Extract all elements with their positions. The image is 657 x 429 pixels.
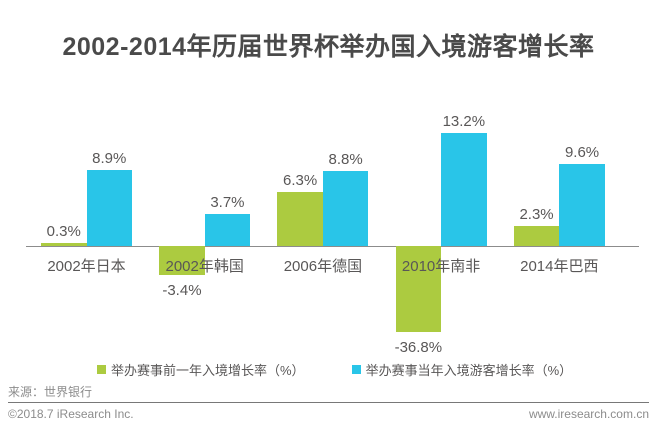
bar-event-year-0 — [86, 169, 132, 246]
value-label-event-year-4: 9.6% — [564, 143, 600, 161]
legend-label-event-year: 举办赛事当年入境游客增长率（%） — [365, 363, 573, 378]
legend-label-prev-year: 举办赛事前一年入境增长率（%） — [111, 363, 305, 378]
value-label-event-year-3: 13.2% — [442, 113, 486, 131]
bar-event-year-3 — [441, 133, 487, 246]
value-label-prev-year-0: 0.3% — [46, 223, 81, 241]
value-label-prev-year-3: -36.8% — [394, 339, 443, 356]
bar-prev-year-4 — [513, 226, 560, 246]
chart-title: 2002-2014年历届世界杯举办国入境游客增长率 — [62, 33, 595, 61]
footer-divider — [8, 402, 649, 403]
bar-event-year-4 — [559, 163, 605, 246]
source-note: 来源：世界银行 — [8, 385, 93, 399]
legend-item-prev-year: 举办赛事前一年入境增长率（%） — [97, 360, 305, 379]
legend-swatch-green — [97, 365, 106, 374]
value-label-prev-year-4: 2.3% — [519, 206, 554, 224]
bar-event-year-1 — [204, 214, 251, 246]
legend-item-event-year: 举办赛事当年入境游客增长率（%） — [351, 360, 573, 379]
value-label-prev-year-1: -3.4% — [162, 282, 202, 300]
bar-event-year-2 — [322, 170, 369, 246]
bar-prev-year-3 — [395, 246, 442, 332]
bar-prev-year-1 — [159, 246, 205, 276]
value-label-event-year-2: 8.8% — [328, 150, 363, 168]
x-axis-baseline — [26, 246, 639, 247]
chart-legend: 举办赛事前一年入境增长率（%） 举办赛事当年入境游客增长率（%） — [97, 360, 572, 379]
copyright-text: ©2018.7 iResearch Inc. — [8, 407, 134, 421]
legend-swatch-blue — [351, 365, 361, 374]
bar-prev-year-0 — [41, 243, 87, 246]
category-label-3: 2010年南非 — [401, 258, 481, 275]
bar-prev-year-2 — [277, 192, 323, 246]
value-label-event-year-0: 8.9% — [92, 149, 127, 167]
category-label-1: 2002年韩国 — [165, 258, 244, 275]
value-label-event-year-1: 3.7% — [210, 194, 245, 212]
website-link[interactable]: www.iresearch.com.cn — [528, 407, 649, 421]
category-label-2: 2006年德国 — [283, 258, 363, 275]
category-label-0: 2002年日本 — [47, 258, 126, 275]
value-label-prev-year-2: 6.3% — [283, 172, 318, 190]
category-label-4: 2014年巴西 — [520, 258, 599, 275]
